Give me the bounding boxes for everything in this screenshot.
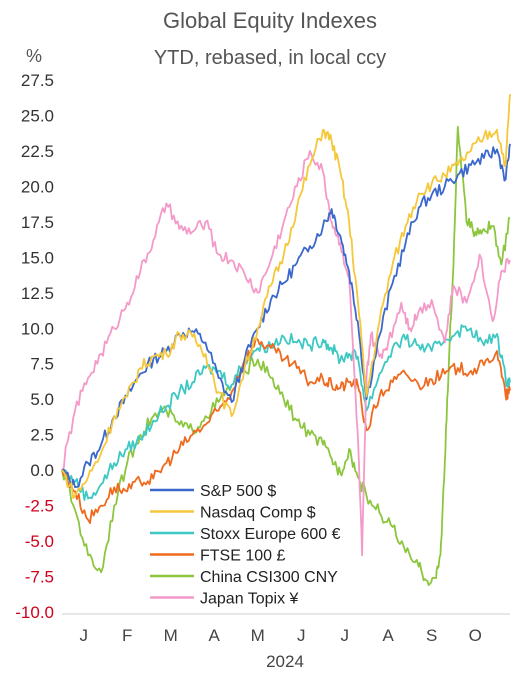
y-tick-label: 5.0 <box>30 390 54 409</box>
y-tick-label: 15.0 <box>21 248 54 267</box>
y-tick-label: 27.5 <box>21 71 54 90</box>
series-line-5 <box>61 150 511 557</box>
y-tick-label: 22.5 <box>21 142 54 161</box>
x-month-label: F <box>122 626 132 645</box>
y-axis-tick-labels: 27.5 25.0 22.5 20.0 17.5 15.0 12.5 10.0 7.5 5.0 2.… <box>15 71 54 622</box>
x-axis-year-label: 2024 <box>266 652 304 671</box>
y-tick-label: -2.5 <box>25 497 54 516</box>
y-tick-label: 2.5 <box>30 426 54 445</box>
legend-label: S&P 500 $ <box>200 483 276 500</box>
legend-label: Nasdaq Comp $ <box>200 505 316 522</box>
y-tick-label: 25.0 <box>21 106 54 125</box>
y-tick-label: 0.0 <box>30 461 54 480</box>
legend-label: China CSI300 CNY <box>200 569 338 586</box>
series-line-3 <box>61 337 511 524</box>
series-line-2 <box>61 324 511 501</box>
legend-label: Stoxx Europe 600 € <box>200 526 341 543</box>
y-tick-label: 10.0 <box>21 319 54 338</box>
series-line-1 <box>61 94 511 499</box>
y-tick-label: 20.0 <box>21 177 54 196</box>
x-month-label: M <box>251 626 265 645</box>
chart-legend: S&P 500 $ Nasdaq Comp $ Stoxx Europe 600 €… <box>150 483 341 608</box>
x-month-label: J <box>340 626 349 645</box>
y-tick-label: 12.5 <box>21 284 54 303</box>
y-tick-label: -5.0 <box>25 532 54 551</box>
y-tick-label: -7.5 <box>25 568 54 587</box>
legend-label: FTSE 100 £ <box>200 548 285 565</box>
y-tick-label: -10.0 <box>15 603 54 622</box>
x-month-label: O <box>469 626 482 645</box>
chart-subtitle: YTD, rebased, in local ccy <box>154 47 386 69</box>
chart-title: Global Equity Indexes <box>163 8 377 33</box>
x-month-label: A <box>383 626 395 645</box>
series-lines <box>61 94 511 586</box>
x-month-label: M <box>164 626 178 645</box>
series-line-4 <box>61 125 511 586</box>
y-tick-label: 7.5 <box>30 355 54 374</box>
legend-label: Japan Topix ¥ <box>200 591 299 608</box>
x-month-label: S <box>426 626 437 645</box>
x-month-label: A <box>209 626 221 645</box>
x-month-label: J <box>79 626 88 645</box>
y-tick-label: 17.5 <box>21 213 54 232</box>
y-axis-unit-label: % <box>26 46 42 66</box>
series-line-0 <box>61 143 511 489</box>
x-month-label: J <box>297 626 306 645</box>
